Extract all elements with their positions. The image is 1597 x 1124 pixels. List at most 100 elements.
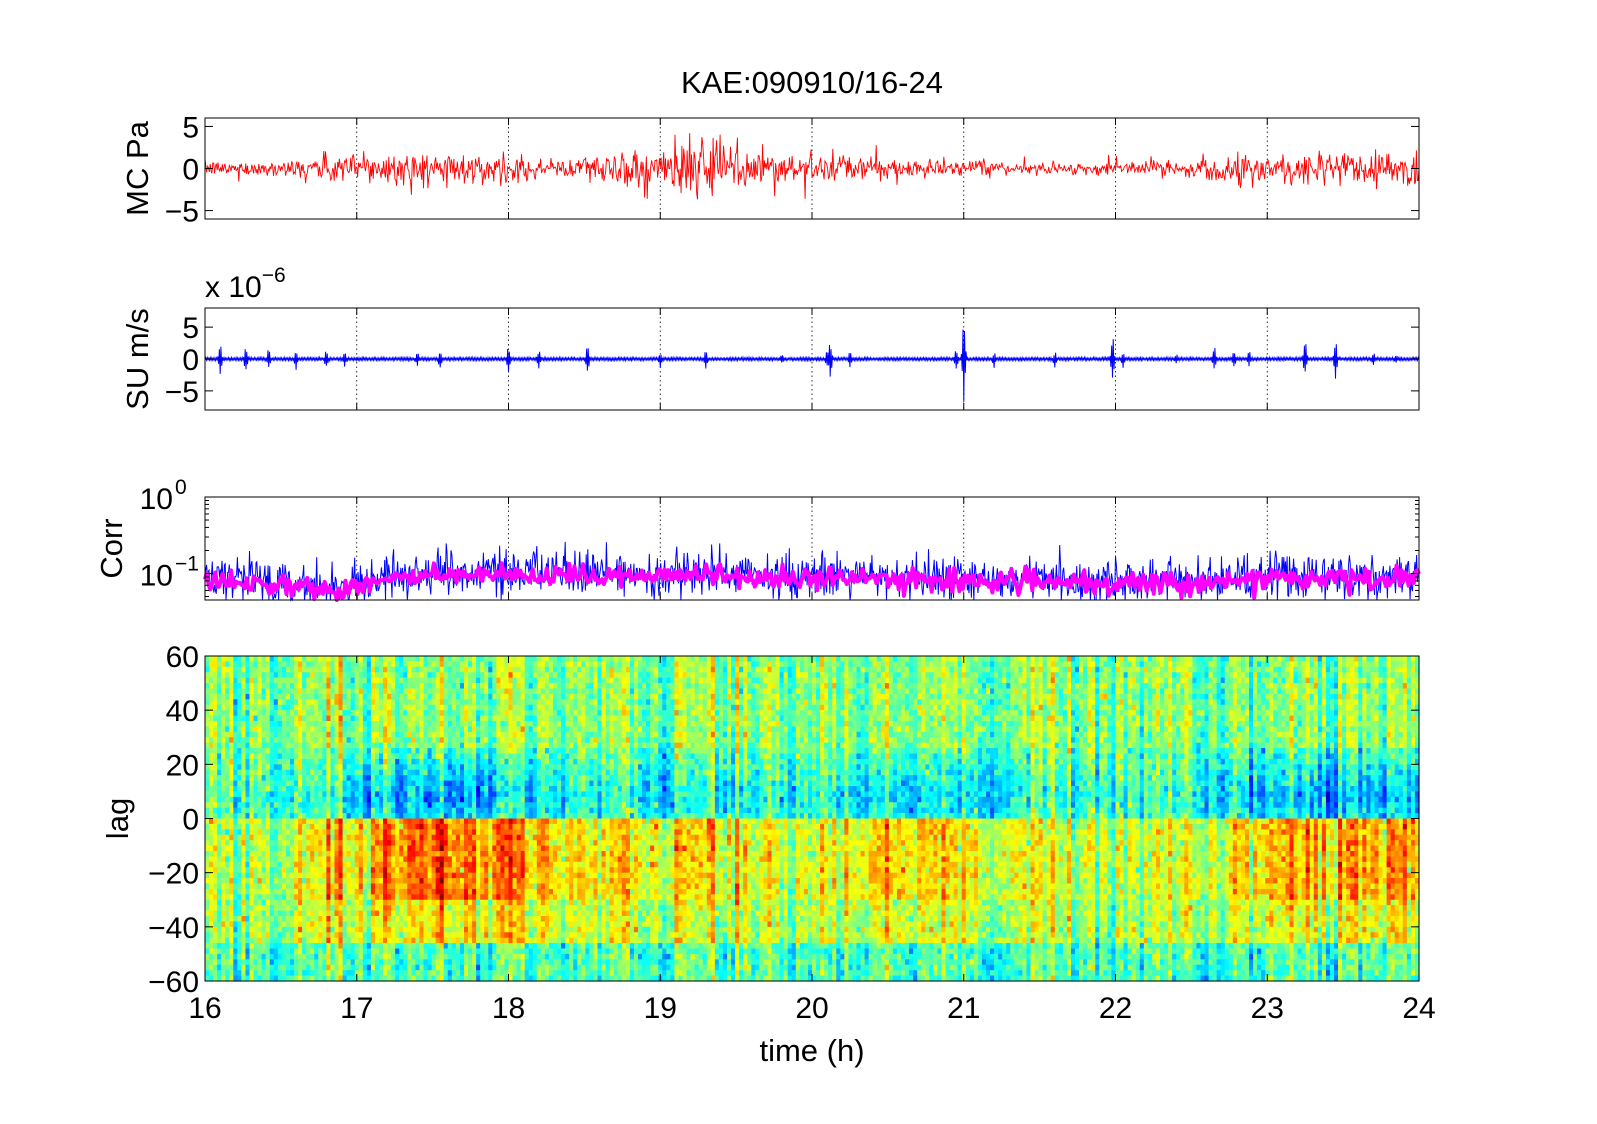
heatmap-cell — [281, 688, 287, 695]
heatmap-cell — [217, 867, 222, 874]
heatmap-cell — [318, 791, 323, 798]
heatmap-cell — [269, 943, 275, 950]
heatmap-cell — [314, 953, 319, 960]
heatmap-cell — [472, 737, 477, 744]
heatmap-cell — [338, 802, 344, 809]
heatmap-cell — [423, 737, 429, 744]
heatmap-cell — [249, 840, 255, 847]
heatmap-cell — [209, 975, 214, 982]
heatmap-cell — [476, 905, 481, 912]
heatmap-cell — [492, 845, 497, 852]
heatmap-cell — [472, 786, 477, 793]
heatmap-cell — [354, 845, 360, 852]
heatmap-cell — [488, 661, 493, 668]
heatmap-cell — [225, 829, 230, 836]
heatmap-cell — [435, 899, 441, 906]
heatmap-cell — [532, 834, 538, 841]
heatmap-cell — [261, 699, 267, 706]
heatmap-cell — [294, 921, 299, 928]
heatmap-cell — [306, 823, 311, 830]
heatmap-cell — [508, 726, 514, 733]
heatmap-cell — [508, 786, 514, 793]
heatmap-cell — [459, 731, 465, 738]
heatmap-cell — [209, 916, 214, 923]
heatmap-cell — [354, 883, 360, 890]
heatmap-cell — [455, 872, 461, 879]
heatmap-cell — [427, 807, 433, 814]
heatmap-cell — [484, 656, 489, 663]
heatmap-cell — [277, 894, 283, 901]
heatmap-cell — [221, 926, 226, 933]
heatmap-cell — [350, 780, 356, 787]
heatmap-cell — [265, 894, 271, 901]
heatmap-cell — [395, 683, 400, 690]
heatmap-cell — [379, 975, 384, 982]
heatmap-cell — [338, 872, 344, 879]
heatmap-cell — [439, 796, 445, 803]
heatmap-cell — [435, 721, 441, 728]
heatmap-cell — [310, 861, 315, 868]
heatmap-cell — [459, 926, 465, 933]
heatmap-cell — [431, 813, 437, 820]
heatmap-cell — [302, 823, 307, 830]
heatmap-cell — [455, 883, 461, 890]
heatmap-cell — [358, 661, 364, 668]
heatmap-cell — [362, 677, 368, 684]
heatmap-cell — [500, 758, 506, 765]
heatmap-cell — [488, 677, 493, 684]
heatmap-cell — [245, 883, 251, 890]
heatmap-cell — [419, 943, 425, 950]
heatmap-cell — [423, 840, 429, 847]
heatmap-cell — [500, 823, 506, 830]
heatmap-cell — [277, 937, 283, 944]
heatmap-cell — [318, 731, 323, 738]
heatmap-cell — [431, 656, 437, 663]
heatmap-cell — [463, 845, 469, 852]
heatmap-cell — [379, 672, 384, 679]
heatmap-cell — [468, 715, 473, 722]
heatmap-cell — [237, 807, 243, 814]
heatmap-cell — [265, 888, 271, 895]
heatmap-cell — [443, 953, 449, 960]
heatmap-cell — [358, 807, 364, 814]
heatmap-cell — [395, 677, 400, 684]
heatmap-cell — [338, 834, 344, 841]
heatmap-cell — [294, 666, 299, 673]
heatmap-cell — [387, 715, 392, 722]
heatmap-cell — [528, 970, 534, 977]
heatmap-cell — [346, 796, 352, 803]
heatmap-cell — [237, 742, 243, 749]
heatmap-cell — [455, 699, 461, 706]
heatmap-cell — [492, 823, 497, 830]
heatmap-cell — [322, 861, 327, 868]
heatmap-cell — [253, 753, 259, 760]
heatmap-cell — [415, 683, 421, 690]
heatmap-cell — [504, 970, 510, 977]
heatmap-cell — [476, 916, 481, 923]
heatmap-cell — [294, 807, 299, 814]
heatmap-cell — [443, 823, 449, 830]
heatmap-cell — [257, 888, 263, 895]
heatmap-cell — [294, 683, 299, 690]
heatmap-cell — [221, 775, 226, 782]
heatmap-cell — [500, 666, 506, 673]
heatmap-cell — [330, 769, 336, 776]
heatmap-cell — [314, 677, 319, 684]
heatmap-cell — [383, 921, 388, 928]
heatmap-cell — [476, 964, 481, 971]
heatmap-cell — [350, 796, 356, 803]
heatmap-cell — [233, 964, 238, 971]
heatmap-cell — [492, 742, 497, 749]
heatmap-cell — [370, 699, 376, 706]
heatmap-cell — [253, 807, 259, 814]
heatmap-cell — [302, 883, 307, 890]
heatmap-cell — [298, 932, 303, 939]
heatmap-cell — [488, 921, 493, 928]
heatmap-cell — [451, 672, 457, 679]
heatmap-cell — [435, 748, 441, 755]
heatmap-cell — [289, 775, 295, 782]
heatmap-cell — [395, 872, 400, 879]
heatmap-cell — [484, 661, 489, 668]
heatmap-cell — [261, 975, 267, 982]
heatmap-cell — [289, 905, 295, 912]
